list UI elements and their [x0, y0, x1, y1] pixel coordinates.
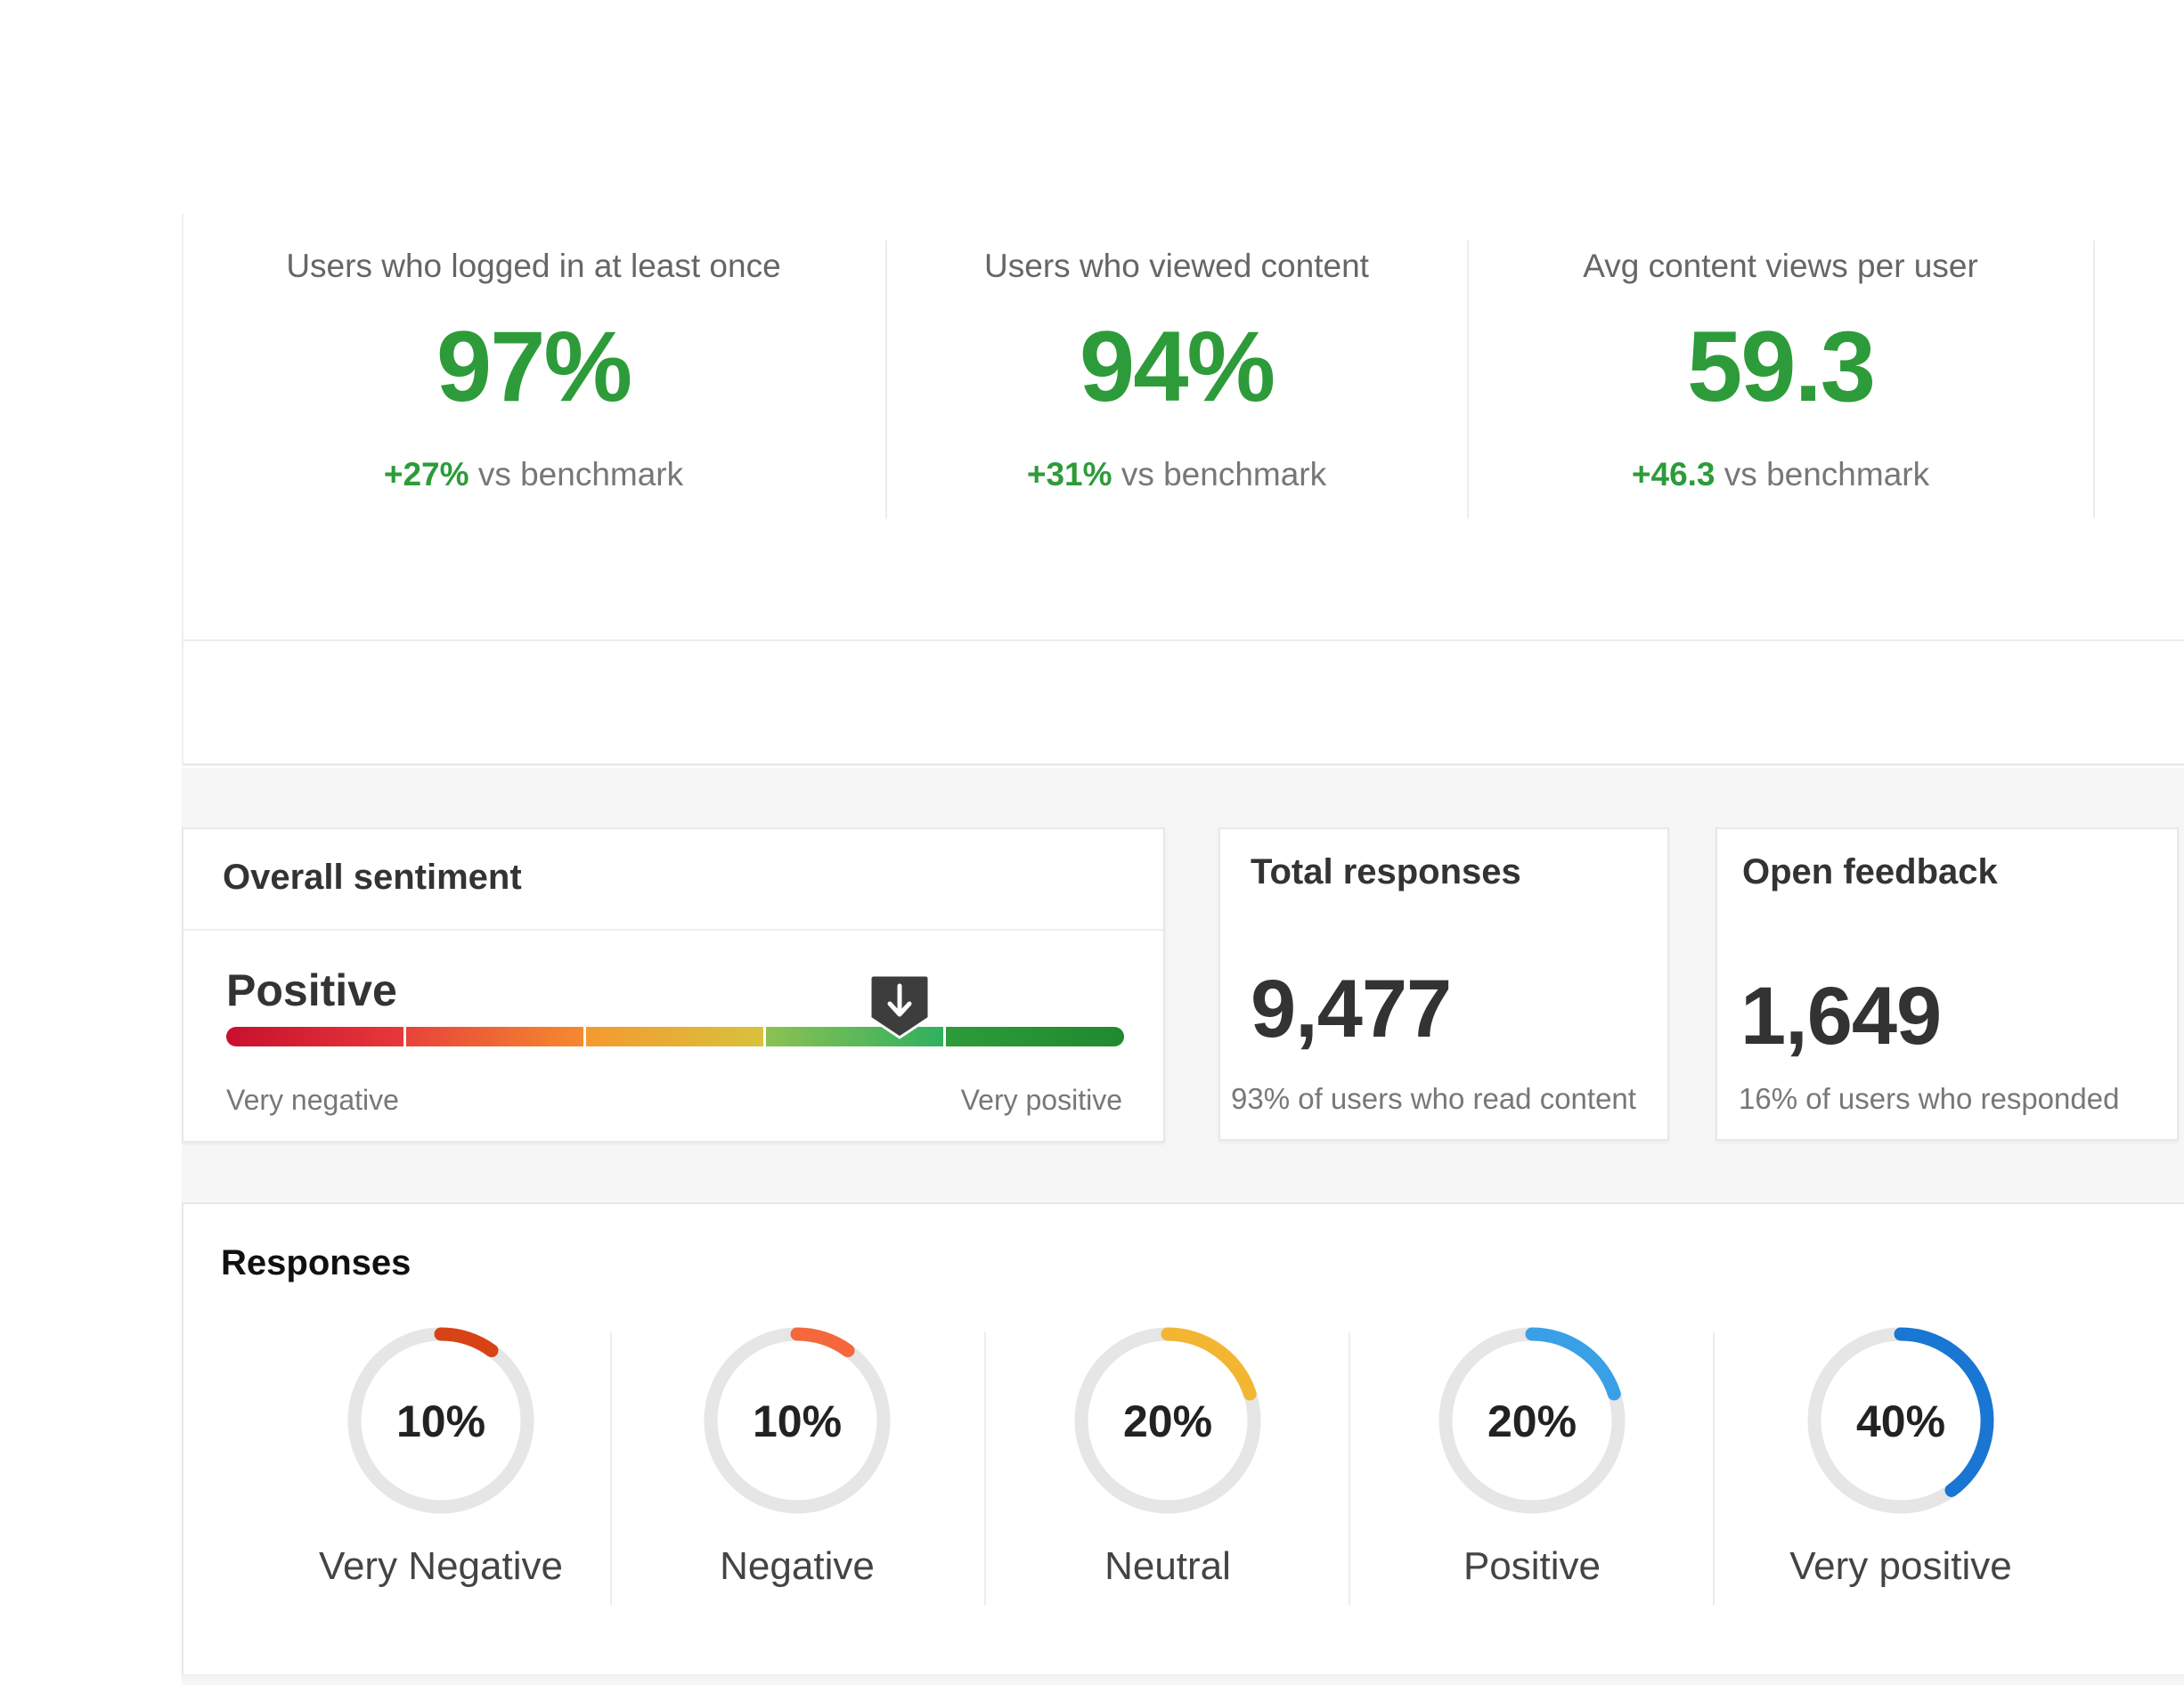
kpi-logged-in: Users who logged in at least once 97% +2… [182, 237, 885, 522]
responses-card: Responses [182, 1202, 2184, 1674]
overall-sentiment-card: Overall sentiment Positive Very negative… [182, 827, 1165, 1143]
donut-very-negative: 10% [347, 1327, 534, 1514]
open-feedback-value: 1,649 [1740, 971, 1942, 1062]
donut-arc [1161, 1327, 1257, 1401]
arrow-down-icon [868, 973, 931, 1039]
kpi-benchmark: +46.3 vs benchmark [1469, 456, 2092, 493]
kpi-value: 59.3 [1687, 311, 1876, 422]
donut-positive: 20% [1438, 1327, 1626, 1514]
donut-very-positive: 40% [1807, 1327, 1994, 1514]
card-title: Overall sentiment [223, 858, 522, 897]
donut-label: Negative [720, 1544, 875, 1588]
bar-segment-very-positive [946, 1027, 1124, 1046]
kpi-title: Users who viewed content [984, 248, 1369, 284]
donut-arc [790, 1327, 855, 1358]
card-title: Total responses [1251, 852, 1521, 891]
donut-percent: 10% [396, 1396, 485, 1446]
divider [2093, 240, 2095, 518]
open-feedback-sub: 16% of users who responded [1739, 1082, 2120, 1115]
open-feedback-card: Open feedback 1,649 16% of users who res… [1715, 827, 2179, 1141]
kpi-benchmark: +27% vs benchmark [182, 456, 885, 493]
divider [1467, 240, 1469, 518]
donut-percent: 20% [1487, 1396, 1577, 1446]
kpi-delta: +27% [383, 456, 469, 492]
kpi-value: 94% [1079, 311, 1275, 422]
total-responses-card: Total responses 9,477 93% of users who r… [1218, 827, 1669, 1141]
donut-percent: 40% [1856, 1396, 1945, 1446]
divider [885, 240, 887, 518]
total-responses-sub: 93% of users who read content [1231, 1082, 1636, 1115]
sentiment-value: Positive [226, 965, 397, 1015]
scale-min-label: Very negative [226, 1084, 399, 1116]
kpi-delta: +46.3 [1631, 456, 1715, 492]
bar-segment-very-negative [226, 1027, 403, 1046]
spacer-panel [182, 641, 2184, 766]
total-responses-value: 9,477 [1251, 964, 1452, 1054]
kpi-delta: +31% [1026, 456, 1112, 492]
card-title: Open feedback [1742, 852, 1998, 891]
scale-max-label: Very positive [960, 1084, 1122, 1116]
donut-label: Neutral [1104, 1544, 1231, 1588]
donut-percent: 10% [753, 1396, 842, 1446]
bar-segment-negative [406, 1027, 583, 1046]
donut-percent: 20% [1123, 1396, 1212, 1446]
bar-segment-neutral [586, 1027, 763, 1046]
sentiment-scale-bar [226, 973, 1124, 1046]
donut-negative: 10% [704, 1327, 891, 1514]
kpi-benchmark: +31% vs benchmark [887, 456, 1466, 493]
donut-neutral: 20% [1074, 1327, 1261, 1514]
donut-arc [1525, 1327, 1621, 1401]
kpi-panel [182, 214, 2184, 641]
donut-label: Very Negative [319, 1544, 563, 1588]
kpi-suffix: vs benchmark [1121, 456, 1327, 492]
donut-arc [434, 1327, 499, 1358]
donut-label: Very positive [1789, 1544, 2012, 1588]
kpi-value: 97% [436, 311, 632, 422]
kpi-viewed-content: Users who viewed content 94% +31% vs ben… [887, 237, 1466, 522]
divider [183, 929, 1163, 931]
card-title: Responses [221, 1243, 412, 1282]
kpi-suffix: vs benchmark [1724, 456, 1930, 492]
donut-label: Positive [1463, 1544, 1601, 1588]
kpi-suffix: vs benchmark [477, 456, 684, 492]
kpi-avg-views: Avg content views per user 59.3 +46.3 vs… [1469, 237, 2092, 522]
kpi-title: Users who logged in at least once [286, 248, 781, 284]
kpi-title: Avg content views per user [1583, 248, 1978, 284]
donut-arc [1894, 1327, 1994, 1497]
